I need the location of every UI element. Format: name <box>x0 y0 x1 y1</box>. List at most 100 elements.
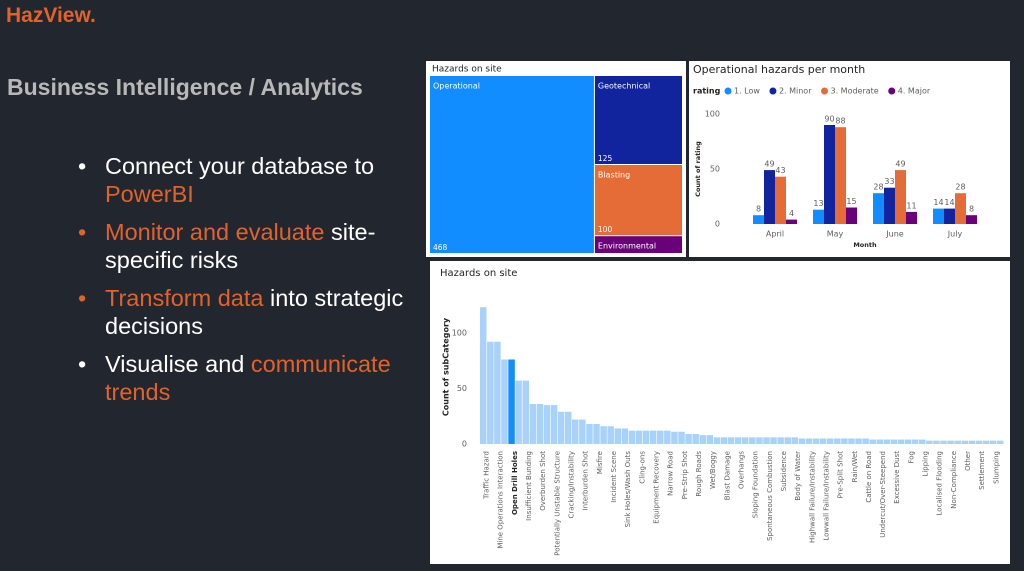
data-label: 11 <box>906 201 916 210</box>
data-label: 28 <box>955 183 965 192</box>
treemap-tile <box>594 76 682 164</box>
treemap-tile <box>594 236 682 253</box>
bar <box>734 437 742 444</box>
tile-label: Blasting <box>598 171 630 180</box>
data-label: 28 <box>873 183 883 192</box>
bar <box>642 430 650 444</box>
x-tick-label: Pre-Split Shot <box>837 451 845 499</box>
bar <box>848 438 855 444</box>
bar <box>955 193 966 224</box>
bullet-text: PowerBI <box>105 181 194 207</box>
bar <box>593 423 600 444</box>
bar <box>933 208 944 224</box>
bar <box>862 438 869 444</box>
bar <box>699 435 706 444</box>
legend-swatch <box>821 87 828 95</box>
bar <box>749 437 756 444</box>
bar <box>764 170 775 224</box>
x-tick-label: Highwall Failure/Instability <box>808 451 816 543</box>
bullet-text: Connect your database to <box>105 153 375 179</box>
bar <box>947 440 954 444</box>
legend-label: 2. Minor <box>779 87 812 96</box>
legend-label: 1. Low <box>734 87 760 96</box>
bar <box>543 405 551 444</box>
bar <box>940 440 947 444</box>
bullet-text: communicate trends <box>105 351 391 405</box>
bullet-marker: • <box>78 219 87 245</box>
bar <box>819 438 827 444</box>
bar <box>515 380 522 444</box>
bar <box>805 438 813 444</box>
bar <box>826 438 834 444</box>
bar <box>550 405 558 444</box>
bar <box>919 439 926 444</box>
x-tick-label: July <box>947 230 963 239</box>
bar <box>944 208 955 224</box>
bar <box>727 437 735 444</box>
bullet-text: Monitor and evaluate <box>105 219 325 245</box>
bullet-marker: • <box>78 351 87 377</box>
data-label: 88 <box>835 117 845 126</box>
data-label: 4 <box>789 209 794 218</box>
bar <box>536 403 544 444</box>
legend-label: 3. Moderate <box>831 87 879 96</box>
x-tick-label: Overhangs <box>737 451 745 489</box>
x-tick-label: Blast Damage <box>723 451 731 500</box>
slide-title: Business Intelligence / Analytics <box>7 74 363 100</box>
y-tick-label: 100 <box>705 110 720 119</box>
x-tick-label: Spontaneous Combustion <box>766 451 774 541</box>
bar <box>713 437 721 444</box>
x-tick-label: Slumping <box>992 451 1000 484</box>
y-axis-label: Count of rating <box>694 141 702 197</box>
bar <box>812 438 820 444</box>
bar <box>968 440 976 444</box>
data-label: 90 <box>824 115 834 124</box>
bar <box>501 359 508 444</box>
x-tick-label: Lowwall Failure/Instability <box>822 451 830 541</box>
bar <box>813 209 824 224</box>
x-tick-label: Cling-ons <box>638 451 646 484</box>
tile-label: Environmental <box>598 242 656 251</box>
bar <box>975 440 983 444</box>
bar <box>678 431 685 444</box>
y-axis-label: Count of subCategory <box>442 317 451 416</box>
bar <box>720 437 728 444</box>
x-tick-label: Rough Roads <box>695 451 703 497</box>
x-tick-label: Incident Scene <box>610 451 618 503</box>
bar <box>954 440 961 444</box>
x-tick-label: Mine Operations Interaction <box>497 451 505 549</box>
bar <box>933 440 940 444</box>
data-label: 14 <box>933 198 943 207</box>
data-label: 15 <box>846 197 856 206</box>
x-tick-label: Wet/Boggy <box>709 451 717 489</box>
bar <box>786 219 797 224</box>
x-tick-label: Other <box>964 451 972 471</box>
y-tick-label: 0 <box>462 440 467 449</box>
x-tick-label: Overburden Shot <box>539 451 547 511</box>
x-tick-label: Cracking/Instability <box>568 451 576 519</box>
x-tick-label: Pre-Strip Shot <box>681 451 689 499</box>
bar <box>876 439 884 444</box>
bar <box>883 439 891 444</box>
data-label: 49 <box>895 160 905 169</box>
bar <box>989 440 997 444</box>
y-tick-label: 50 <box>457 384 467 393</box>
panel <box>689 61 1010 257</box>
bar <box>966 215 977 224</box>
treemap-tile <box>594 165 682 236</box>
bar <box>777 437 784 444</box>
bar <box>982 440 990 444</box>
bullet-text: into strategic decisions <box>105 285 404 339</box>
bar <box>664 430 671 444</box>
data-label: 33 <box>884 177 894 186</box>
bar <box>763 437 770 444</box>
bar <box>494 341 501 444</box>
bar <box>557 411 565 444</box>
bar <box>657 430 664 444</box>
bar <box>529 403 537 444</box>
bar <box>961 440 968 444</box>
x-tick-label: Undercut/Over-Steepend <box>879 451 887 538</box>
x-tick-label: Subsidence <box>780 451 788 491</box>
